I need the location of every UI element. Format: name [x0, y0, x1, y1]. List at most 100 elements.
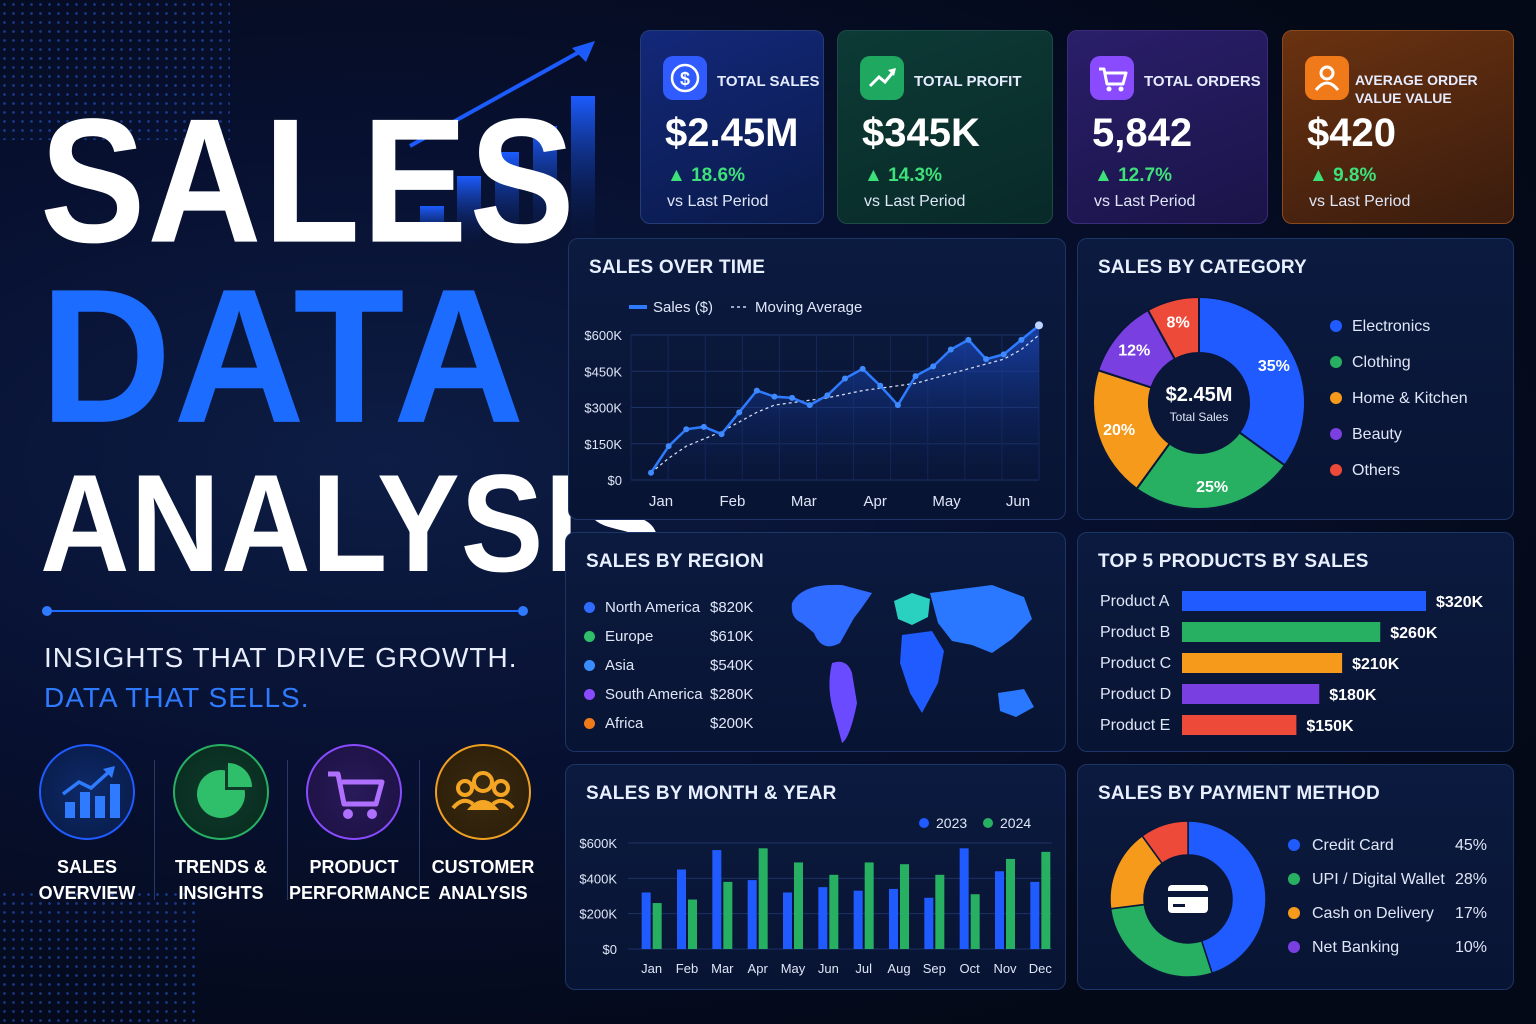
month-bar-2024: [829, 874, 839, 949]
y-tick-label: $300K: [584, 401, 622, 416]
product-value: $210K: [1352, 656, 1400, 673]
sales-point: [912, 373, 919, 380]
sales-point: [700, 423, 707, 430]
x-tick-label: Apr: [748, 961, 769, 976]
kpi-average-order-value[interactable]: AVERAGE ORDER VALUE VALUE $420 ▲ 9.8% vs…: [1282, 30, 1514, 224]
legend-swatch: [1288, 907, 1300, 919]
region-value: $200K: [710, 715, 754, 732]
month-bar-2024: [864, 862, 874, 949]
month-bar-2023: [924, 897, 934, 949]
region-row: South America: [584, 686, 703, 703]
kpi-value: $2.45M: [665, 111, 799, 155]
legend-label: Electronics: [1352, 318, 1430, 335]
kpi-value: 5,842: [1092, 111, 1193, 155]
hero-title-data: DATA: [40, 248, 527, 463]
month-bar-2023: [712, 850, 722, 949]
region-name: Africa: [605, 715, 644, 732]
month-bar-2024: [900, 864, 909, 949]
hero-title-analysis: ANALYSIS: [40, 446, 664, 602]
divider: [287, 760, 288, 900]
legend-value: 28%: [1455, 871, 1487, 888]
payment-method-chart: Credit Card 45% UPI / Digital Wallet 28% Cas…: [1109, 820, 1487, 978]
kpi-change: ▲ 18.6%: [667, 165, 745, 186]
sales-point: [789, 394, 796, 401]
feature-product-performance[interactable]: PRODUCT PERFORMANCE: [289, 744, 430, 906]
month-bar-2023: [677, 869, 686, 949]
legend-value: 17%: [1455, 905, 1487, 922]
tagline-secondary: DATA THAT SELLS.: [44, 682, 310, 713]
panel-sales-by-payment: SALES BY PAYMENT METHOD Credit Card 45% UP…: [1077, 764, 1514, 990]
y-tick-label: $200K: [579, 907, 617, 922]
y-tick-label: $450K: [584, 364, 622, 379]
month-bar-2024: [688, 899, 697, 949]
legend-swatch: [1288, 839, 1300, 851]
cart-icon: [306, 744, 402, 840]
sales-point: [859, 365, 866, 372]
kpi-value: $345K: [862, 111, 980, 155]
legend-swatch: [1288, 873, 1300, 885]
slice-label: 12%: [1118, 342, 1150, 359]
x-tick-label: Jul: [855, 961, 872, 976]
legend-value: 45%: [1455, 837, 1487, 854]
kpi-subtext: vs Last Period: [864, 193, 966, 210]
month-bar-2023: [889, 888, 898, 949]
kpi-total-profit[interactable]: TOTAL PROFIT $345K ▲ 14.3% vs Last Perio…: [837, 30, 1053, 224]
month-bar-2023: [959, 848, 969, 949]
feature-customer-analysis[interactable]: CUSTOMER ANALYSIS: [418, 744, 548, 906]
legend-label: 2023: [936, 815, 967, 831]
legend-swatch: [584, 602, 595, 613]
feature-label: OVERVIEW: [38, 883, 136, 903]
month-bar-2024: [1041, 851, 1051, 949]
donut-hole: [1149, 353, 1249, 453]
sales-point: [842, 375, 848, 382]
legend-label: Net Banking: [1312, 939, 1399, 956]
legend-swatch: [1288, 941, 1300, 953]
kpi-label: TOTAL ORDERS: [1144, 73, 1261, 90]
growth-bars-illustration: [409, 41, 595, 246]
panel-title: SALES BY PAYMENT METHOD: [1098, 783, 1380, 804]
kpi-total-orders[interactable]: TOTAL ORDERS 5,842 ▲ 12.7% vs Last Perio…: [1067, 30, 1268, 224]
region-value: $540K: [710, 657, 754, 674]
month-bar-2023: [853, 890, 863, 949]
x-tick-label: May: [781, 961, 806, 976]
feature-label: TRENDS &: [174, 857, 267, 877]
product-bar: [1182, 622, 1381, 642]
legend-label: Clothing: [1352, 354, 1411, 371]
feature-trends-insights[interactable]: TRENDS & INSIGHTS: [156, 744, 286, 906]
y-tick-label: $150K: [584, 437, 622, 452]
person-icon: [1305, 56, 1349, 100]
kpi-total-sales[interactable]: $ TOTAL SALES $2.45M ▲ 18.6% vs Last Per…: [640, 30, 824, 224]
sales-area: [651, 325, 1039, 480]
sales-point: [877, 382, 884, 389]
sales-by-category-chart: 35% 25% 20% 12% 8% $2.45M Total Sales Electroni…: [1092, 295, 1468, 510]
product-value: $320K: [1436, 594, 1484, 611]
region-value: $280K: [710, 686, 754, 703]
hero-divider: [46, 610, 524, 612]
region-row: Europe: [584, 628, 653, 645]
x-tick-label: Mar: [711, 961, 734, 976]
month-bar-2024: [794, 862, 803, 949]
donut-center-value: $2.45M: [1166, 384, 1233, 406]
kpi-subtext: vs Last Period: [1094, 193, 1196, 210]
panel-sales-by-category: SALES BY CATEGORY 35% 25% 20% 12% 8% $2.45M To…: [1077, 238, 1514, 520]
region-value: $610K: [710, 628, 754, 645]
region-row: Africa: [584, 715, 643, 732]
product-value: $260K: [1390, 625, 1438, 642]
sales-point: [771, 393, 778, 400]
donut-center-label: Total Sales: [1170, 410, 1229, 424]
x-tick-label: Dec: [1029, 961, 1053, 976]
region-name: North America: [605, 599, 701, 616]
region-row: Asia: [584, 657, 634, 674]
x-tick-label: Jun: [1006, 493, 1030, 510]
world-map-icon: [791, 584, 1034, 743]
y-tick-label: $600K: [579, 836, 617, 851]
legend-value: 10%: [1455, 939, 1487, 956]
month-bar-2024: [970, 894, 980, 949]
sales-point: [683, 426, 690, 433]
month-bar-2024: [758, 848, 768, 949]
x-tick-label: Jun: [818, 961, 839, 976]
trend-up-icon: [860, 56, 904, 100]
x-tick-label: May: [932, 493, 961, 510]
panel-top-products: TOP 5 PRODUCTS BY SALES Product A $320K Pr…: [1077, 532, 1514, 752]
feature-sales-overview[interactable]: SALES OVERVIEW: [22, 744, 152, 906]
